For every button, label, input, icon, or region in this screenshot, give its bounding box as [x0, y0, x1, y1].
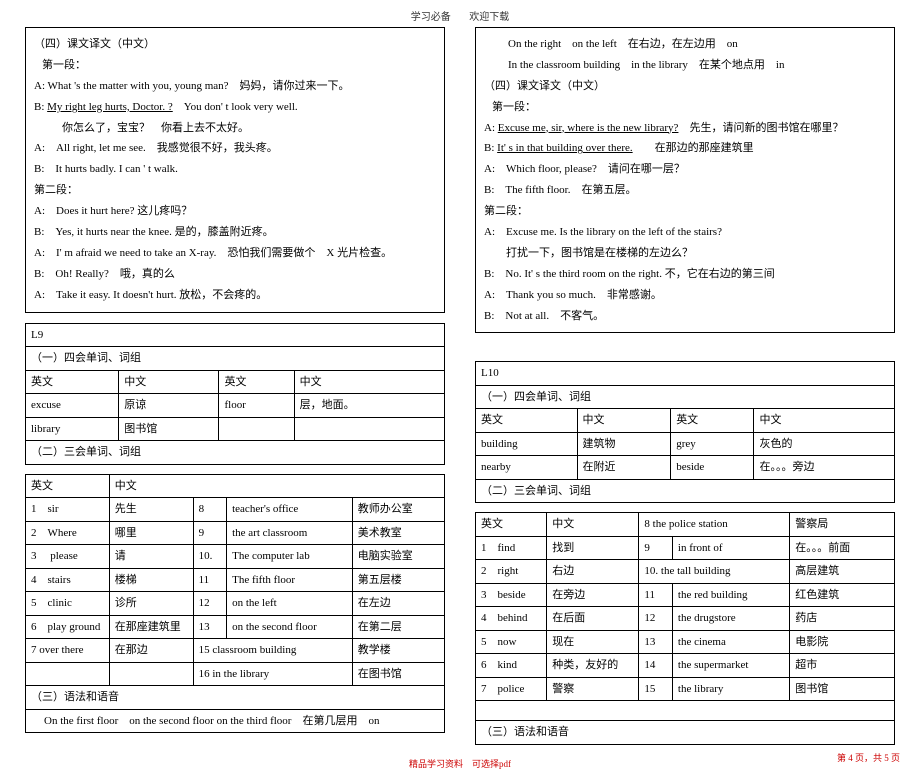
lt-l3: 你怎么了，宝宝？ 你看上去不太好。	[34, 118, 436, 139]
page-number: 第 4 页，共 5 页	[837, 751, 900, 764]
rt-title: （四）课文译文（中文）	[484, 76, 886, 97]
rt-l4: B: It' s in that building over there. 在那…	[484, 138, 886, 159]
rt-l9: B: No. It' s the third room on the right…	[484, 264, 886, 285]
lt-l2: B: My right leg hurts, Doctor. ? You don…	[34, 97, 436, 118]
lt-l10: A: Take it easy. It doesn't hurt. 放松，不会疼…	[34, 285, 436, 306]
l10-sec1: （一）四会单词、词组	[476, 385, 895, 409]
l10-code: L10	[476, 362, 895, 386]
right-column: On the right on the left 在右边，在左边用 on In …	[475, 27, 895, 745]
rt-l1: On the right on the left 在右边，在左边用 on	[484, 34, 886, 55]
page-wrap: （四）课文译文（中文） 第一段： A: What 's the matter w…	[8, 27, 912, 745]
lt-l5: B: It hurts badly. I can ' t walk.	[34, 159, 436, 180]
rt-l7: A: Excuse me. Is the library on the left…	[484, 222, 886, 243]
rt-l6: B: The fifth floor. 在第五层。	[484, 180, 886, 201]
left-top-box: （四）课文译文（中文） 第一段： A: What 's the matter w…	[25, 27, 445, 313]
rt-l8: 打扰一下，图书馆是在楼梯的左边么？	[484, 243, 886, 264]
right-top-box: On the right on the left 在右边，在左边用 on In …	[475, 27, 895, 333]
l10-sec2: （二）三会单词、词组	[476, 479, 895, 503]
lt-l4: A: All right, let me see. 我感觉很不好，我头疼。	[34, 138, 436, 159]
rt-l2: In the classroom building in the library…	[484, 55, 886, 76]
footer-center: 精品学习资料 可选择pdf	[8, 757, 912, 770]
l9-g1: On the first floor on the second floor o…	[26, 709, 445, 733]
lt-l8: A: I' m afraid we need to take an X-ray.…	[34, 243, 436, 264]
l9-sec2: （二）三会单词、词组	[26, 441, 445, 465]
header-left: 学习必备	[411, 12, 451, 23]
lt-l1: A: What 's the matter with you, young ma…	[34, 76, 436, 97]
lt-title: （四）课文译文（中文）	[34, 34, 436, 55]
rt-l3: A: Excuse me, sir, where is the new libr…	[484, 118, 886, 139]
rt-l11: B: Not at all. 不客气。	[484, 306, 886, 327]
l10-table: L10 （一）四会单词、词组 英文 中文 英文 中文 building 建筑物 …	[475, 361, 895, 503]
lt-l9: B: Oh! Really? 哦，真的么	[34, 264, 436, 285]
lt-p1: 第一段：	[34, 55, 436, 76]
left-column: （四）课文译文（中文） 第一段： A: What 's the matter w…	[25, 27, 445, 745]
l10-table2: 英文 中文 8 the police station 警察局 1 find找到9…	[475, 512, 895, 745]
l9-sec1: （一）四会单词、词组	[26, 347, 445, 371]
lt-l6: A: Does it hurt here? 这儿疼吗？	[34, 201, 436, 222]
rt-l5: A: Which floor, please? 请问在哪一层？	[484, 159, 886, 180]
header-note: 学习必备 欢迎下载	[8, 8, 912, 23]
header-right: 欢迎下载	[469, 12, 509, 23]
lt-p2: 第二段：	[34, 180, 436, 201]
lt-l7: B: Yes, it hurts near the knee. 是的，膝盖附近疼…	[34, 222, 436, 243]
l9-table: L9 （一）四会单词、词组 英文 中文 英文 中文 excuse 原谅 floo…	[25, 323, 445, 465]
l9-sec3: （三）语法和语音	[26, 686, 445, 710]
l9-code: L9	[26, 323, 445, 347]
l9-table2: 英文 中文 1 sir先生8teacher's office教师办公室 2 Wh…	[25, 474, 445, 734]
l10-sec3: （三）语法和语音	[476, 721, 895, 745]
rt-p1: 第一段：	[484, 97, 886, 118]
rt-l10: A: Thank you so much. 非常感谢。	[484, 285, 886, 306]
rt-p2: 第二段：	[484, 201, 886, 222]
